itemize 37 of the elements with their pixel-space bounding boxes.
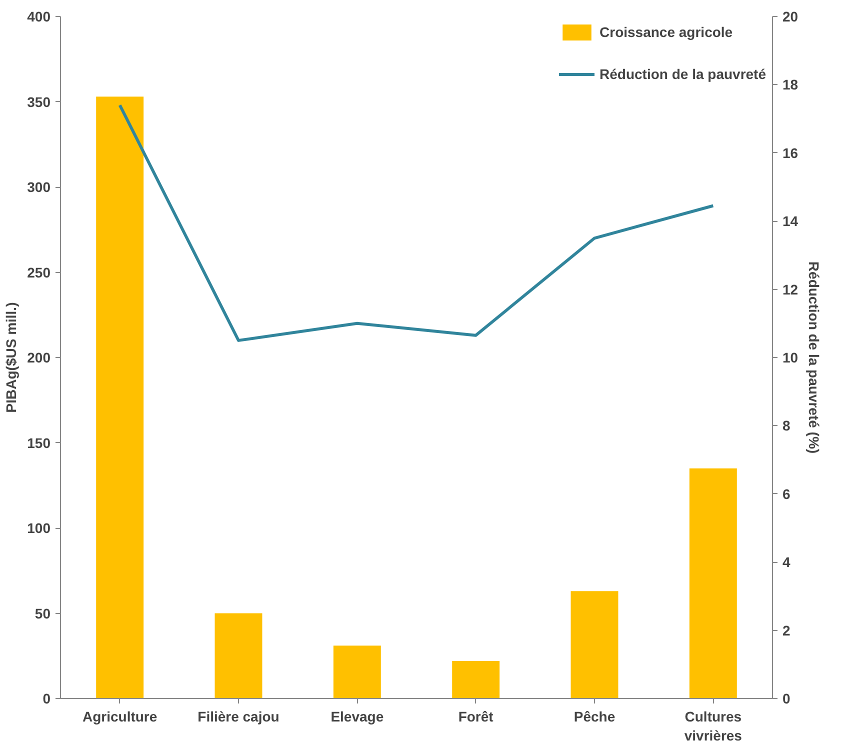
line-series <box>118 104 715 342</box>
x-tick-label: Elevage <box>330 708 384 724</box>
y-tick-label: 400 <box>27 8 51 24</box>
y-tick-label: 250 <box>27 264 51 280</box>
y2-tick-label: 6 <box>782 486 790 502</box>
bar <box>333 646 381 698</box>
y2-tick-label: 12 <box>782 281 798 298</box>
legend-label: Croissance agricole <box>600 24 733 40</box>
x-tick-label: Cultures vivrières <box>684 708 742 744</box>
x-tick-label: Forêt <box>458 708 494 724</box>
x-tick-label: Pêche <box>574 708 616 724</box>
y-tick-label: 300 <box>27 179 51 195</box>
y-tick-label: 150 <box>27 434 51 451</box>
bar <box>689 468 737 698</box>
x-tick-label: Filière cajou <box>198 708 280 724</box>
bar <box>570 591 618 698</box>
y2-tick-label: 0 <box>782 690 790 706</box>
y-tick-label: 50 <box>34 605 51 622</box>
y2-tick-label: 14 <box>782 213 798 230</box>
y2-tick-label: 10 <box>782 350 798 366</box>
y-tick-label: 100 <box>27 520 51 536</box>
y-tick-label: 0 <box>42 690 51 706</box>
y2-tick-label: 4 <box>782 554 790 570</box>
bar <box>96 96 144 698</box>
bar <box>452 660 500 698</box>
y2-tick-label: 16 <box>782 144 798 161</box>
x-tick-label: Agriculture <box>82 708 158 724</box>
y-axis-title: PIBAg($US mill.) <box>3 302 20 413</box>
bar <box>214 613 262 698</box>
y2-axis-title: Réduction de la pauvreté (%) <box>806 261 822 454</box>
y-tick-label: 200 <box>27 350 51 366</box>
y2-tick-label: 8 <box>782 418 790 434</box>
y2-tick-label: 20 <box>782 8 798 24</box>
y-tick-label: 350 <box>27 94 51 110</box>
legend-label: Réduction de la pauvreté <box>600 66 766 82</box>
y2-tick-label: 18 <box>782 76 798 93</box>
y2-tick-label: 2 <box>782 622 790 638</box>
